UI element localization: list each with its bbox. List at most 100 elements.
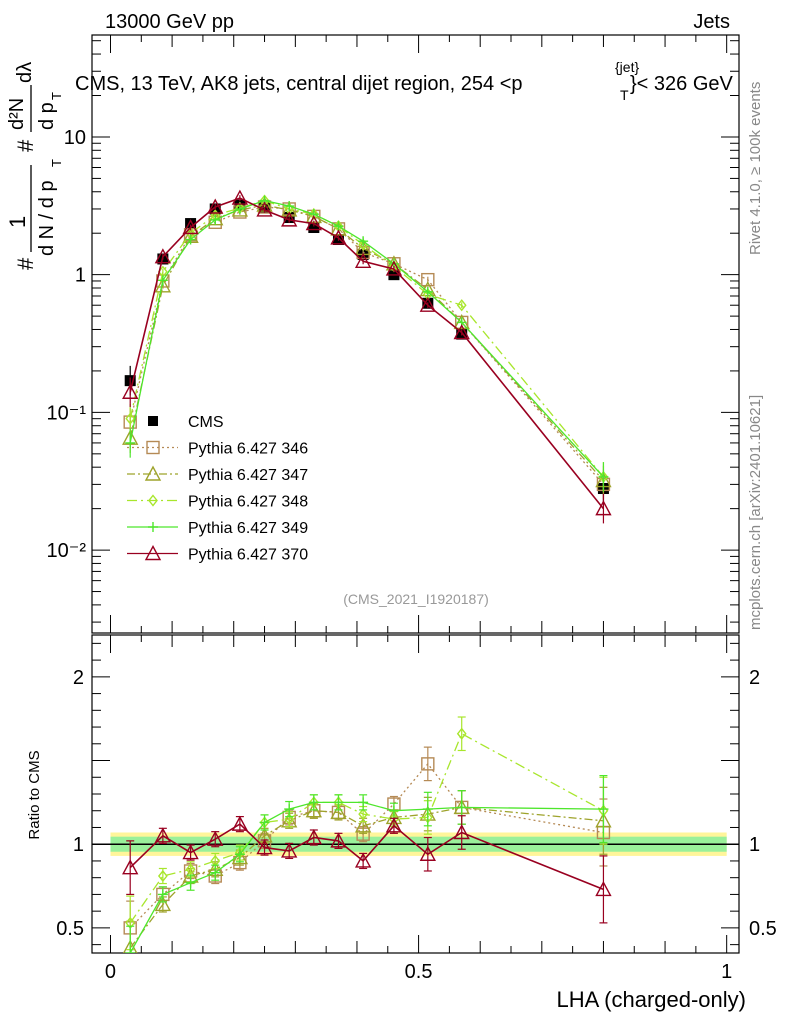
plot-title-subscript: T	[620, 87, 629, 103]
ratio-point-p370	[256, 839, 273, 855]
data-point-p370	[122, 383, 139, 399]
plot-title-main: CMS, 13 TeV, AK8 jets, central dijet reg…	[75, 73, 523, 95]
legend: CMS Pythia 6.427 346 Pythia 6.427 347 Pythi…	[127, 414, 308, 564]
ratio-point-p349	[422, 804, 433, 815]
ylabel-den-sub: T	[49, 92, 64, 100]
ratio-y-tick-label: 1	[73, 834, 84, 856]
ratio-line-p346	[129, 762, 604, 929]
plot-title-end: }< 326 GeV	[630, 73, 734, 95]
data-point-p348	[125, 412, 136, 425]
data-point-p370	[207, 198, 224, 214]
data-point-p349	[157, 275, 168, 286]
x-tick-label: 0	[105, 961, 116, 983]
legend-item-p370: Pythia 6.427 370	[127, 545, 308, 564]
main-series	[122, 189, 612, 524]
legend-item-p348: Pythia 6.427 348	[127, 494, 308, 511]
series-line-p347	[129, 204, 604, 481]
ratio-series	[122, 716, 612, 953]
main-axes: 10⁻² 10⁻¹ 1 10	[47, 40, 739, 623]
main-y-tick-label: 1	[75, 265, 86, 287]
legend-marker-p346	[146, 440, 160, 455]
rivet-version-label: Rivet 4.1.0, ≥ 100k events	[747, 82, 764, 255]
legend-label: Pythia 6.427 349	[188, 520, 308, 537]
ratio-panel-frame	[91, 634, 740, 954]
plot-title: CMS, 13 TeV, AK8 jets, central dijet reg…	[75, 59, 734, 103]
data-point-p370	[354, 252, 372, 269]
plot-title-superscript: {jet}	[615, 59, 639, 75]
ratio-point-p370	[207, 830, 224, 846]
data-point-p346	[421, 272, 435, 287]
legend-label: CMS	[188, 414, 224, 431]
series-line-p348	[129, 199, 604, 478]
legend-label: Pythia 6.427 347	[188, 467, 308, 484]
data-point-cms	[185, 218, 197, 230]
ratio-y-axis-label: Ratio to CMS	[26, 750, 43, 839]
legend-item-p346: Pythia 6.427 346	[127, 441, 308, 458]
ratio-point-p370	[305, 829, 323, 845]
series-line-p370	[129, 197, 605, 510]
data-point-p349	[210, 214, 221, 225]
legend-marker-p349	[148, 522, 158, 532]
ratio-point-p370	[231, 815, 249, 831]
ratio-point-p349	[456, 802, 467, 813]
main-panel-frame	[91, 34, 740, 634]
x-tick-label: 1	[721, 961, 732, 983]
data-point-cms	[308, 222, 320, 234]
ratio-point-p370	[122, 859, 139, 875]
x-axis-label: LHA (charged-only)	[556, 987, 746, 1012]
legend-item-cms: CMS	[148, 414, 224, 431]
ratio-y-tick-label-right: 0.5	[749, 918, 777, 940]
ratio-point-p349	[157, 889, 168, 900]
ratio-point-p370	[281, 842, 298, 858]
data-point-p370	[281, 211, 298, 227]
ratio-line-p348	[129, 732, 604, 924]
ratio-y-tick-label-right: 1	[749, 834, 760, 856]
data-point-p349	[422, 286, 433, 297]
ratio-point-p349	[358, 797, 369, 808]
ratio-line-p349	[129, 801, 604, 953]
data-point-p370	[595, 500, 612, 516]
data-point-p370	[330, 229, 347, 245]
legend-item-p347: Pythia 6.427 347	[127, 465, 308, 484]
ratio-point-p370	[182, 844, 199, 860]
ratio-series-p349	[125, 774, 609, 953]
ratio-point-p370	[419, 845, 436, 861]
ratio-axes: 0.5 0.5 1 1 2 2	[56, 642, 777, 946]
x-tick-label: 0.5	[405, 961, 433, 983]
data-point-p349	[358, 236, 369, 247]
ratio-point-p370	[385, 817, 403, 833]
ratio-point-p370	[330, 832, 347, 848]
ylabel-frac-den-sub: T	[49, 159, 64, 167]
data-point-p349	[185, 234, 196, 245]
ratio-point-p370	[154, 827, 172, 843]
data-point-p370	[256, 201, 273, 217]
ratio-point-p349	[388, 805, 399, 816]
ratio-y-tick-label: 0.5	[56, 918, 84, 940]
ratio-point-p348	[284, 812, 295, 826]
analysis-id-label: (CMS_2021_I1920187)	[343, 591, 489, 607]
data-point-p370	[385, 260, 403, 276]
ylabel-dl: dλ	[14, 62, 36, 83]
ratio-point-p349	[598, 804, 609, 815]
ratio-point-p349	[308, 797, 319, 808]
ratio-point-p348	[358, 807, 369, 821]
data-point-p349	[234, 203, 245, 214]
legend-marker-p348	[148, 494, 158, 507]
legend-label: Pythia 6.427 346	[188, 441, 308, 458]
ratio-point-p347	[354, 817, 372, 833]
data-point-p370	[154, 248, 172, 264]
legend-marker-p347	[144, 465, 162, 481]
data-point-p348	[259, 194, 270, 207]
data-point-p347	[154, 277, 172, 293]
ratio-point-p348	[456, 727, 467, 740]
series-p349	[125, 195, 609, 492]
ylabel-frac-den: d N / d p	[36, 180, 58, 256]
data-point-p370	[305, 215, 323, 231]
data-point-p370	[419, 296, 436, 312]
ratio-point-p349	[333, 797, 344, 808]
ratio-point-p346	[421, 757, 435, 771]
data-point-p370	[182, 219, 199, 235]
ratio-point-p349	[234, 849, 245, 860]
data-point-p370	[453, 324, 470, 340]
